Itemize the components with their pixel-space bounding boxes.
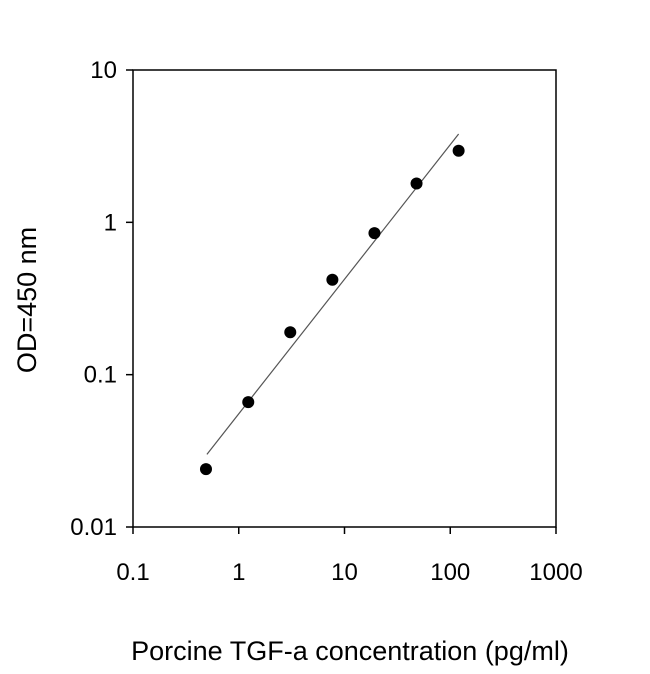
y-tick-label: 10 xyxy=(90,57,117,84)
data-point xyxy=(410,177,423,190)
plot-frame xyxy=(132,69,557,528)
y-tick-label: 0.01 xyxy=(70,514,117,541)
x-axis-title: Porcine TGF-a concentration (pg/ml) xyxy=(131,636,569,666)
x-tick-label: 10 xyxy=(331,559,358,586)
x-tick-label: 0.1 xyxy=(116,559,149,586)
y-tick-label: 0.1 xyxy=(84,362,117,389)
data-point xyxy=(284,326,297,339)
plot-border xyxy=(132,69,557,528)
data-points xyxy=(199,144,465,476)
x-axis: 0.1 1 10 100 1000 xyxy=(116,527,583,586)
data-point xyxy=(452,144,465,157)
data-point xyxy=(368,227,381,240)
y-axis-title: OD=450 nm xyxy=(12,227,42,373)
x-tick-label: 1 xyxy=(232,559,245,586)
x-tick-label: 100 xyxy=(430,559,470,586)
y-axis: 0.01 0.1 1 10 xyxy=(70,57,133,541)
x-tick-label: 1000 xyxy=(529,559,582,586)
data-point xyxy=(242,396,255,409)
data-point xyxy=(199,463,212,476)
data-point xyxy=(326,273,339,286)
y-tick-label: 1 xyxy=(104,209,117,236)
